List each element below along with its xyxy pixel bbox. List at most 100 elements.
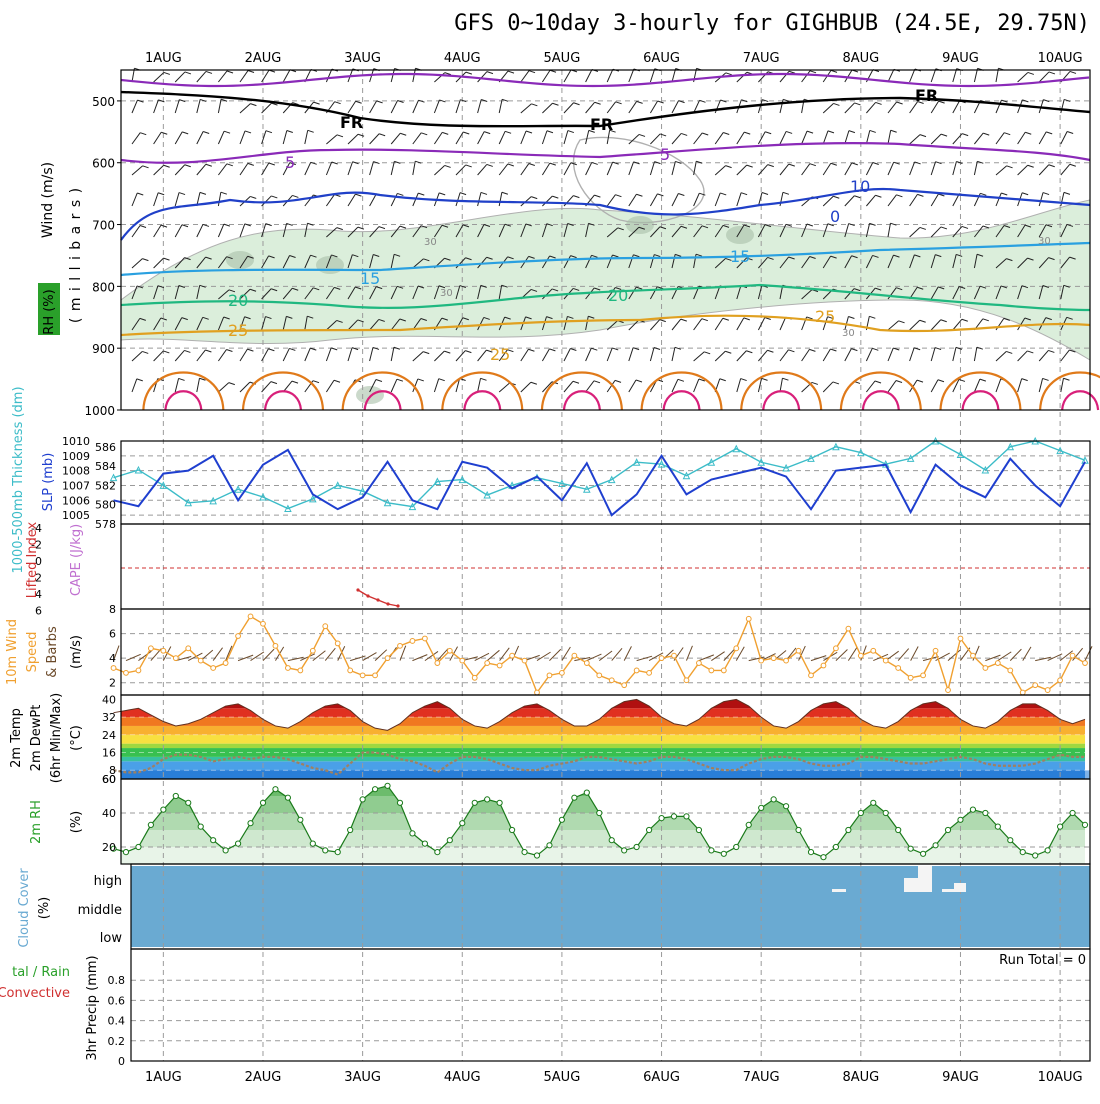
wind-speed-point bbox=[994, 660, 1001, 666]
wind-barb-flag bbox=[265, 130, 273, 134]
wind-barb bbox=[304, 162, 312, 176]
wind-barb-flag bbox=[657, 193, 664, 197]
wind-barb bbox=[779, 192, 784, 207]
wind-speed-point bbox=[284, 665, 291, 671]
wind-barb bbox=[779, 256, 790, 269]
temp-tick: 40 bbox=[102, 693, 116, 706]
wind-barb bbox=[952, 254, 957, 269]
wind-barb bbox=[520, 163, 530, 176]
wind-barb bbox=[909, 194, 918, 207]
date-label-top: 8AUG bbox=[842, 51, 879, 66]
temp-contour-30 bbox=[241, 371, 325, 411]
wind-barb bbox=[477, 131, 485, 145]
wind-barb-flag bbox=[417, 285, 425, 289]
wind-barb bbox=[217, 99, 222, 114]
wind-barb bbox=[693, 351, 705, 362]
rh-point bbox=[920, 850, 927, 857]
wind-barb-flag bbox=[788, 256, 795, 260]
wind-barb-flag bbox=[549, 162, 556, 166]
wind-barb-flag bbox=[594, 101, 601, 105]
wind-barb bbox=[628, 226, 640, 238]
wind-barb-flag bbox=[462, 317, 469, 321]
wind-barb-flag bbox=[286, 315, 293, 319]
pressure-tick: 700 bbox=[92, 219, 115, 233]
wind-barb bbox=[520, 70, 530, 83]
rh-point bbox=[670, 813, 678, 820]
surface-wind-barb bbox=[835, 649, 848, 661]
wind-barb-flag bbox=[609, 129, 616, 133]
wind10-units-label: (m/s) bbox=[69, 635, 84, 669]
wind-barb bbox=[563, 223, 569, 238]
wind-barb bbox=[606, 320, 618, 331]
wind-barb-flag bbox=[1025, 131, 1032, 135]
li-point bbox=[396, 604, 400, 608]
wind-barb-flag bbox=[142, 165, 149, 169]
wind-barb-flag bbox=[530, 381, 538, 385]
wind-barb bbox=[347, 100, 357, 114]
wind-barb-flag bbox=[439, 192, 446, 196]
wind-barb bbox=[1017, 350, 1028, 362]
wind-barb-flag bbox=[400, 132, 407, 136]
wind-barb-flag bbox=[417, 378, 424, 382]
wind-barb-flag bbox=[525, 130, 533, 134]
wind-barb-flag bbox=[507, 70, 515, 74]
wind-speed-point bbox=[633, 667, 640, 674]
wind-barb bbox=[542, 102, 553, 114]
rh-point bbox=[446, 837, 453, 844]
wind-barb-flag bbox=[552, 195, 559, 199]
wind-barb-flag bbox=[617, 227, 624, 231]
date-label-top: 10AUG bbox=[1038, 51, 1083, 66]
surface-wind-barb bbox=[113, 645, 120, 661]
wind-barb bbox=[628, 68, 635, 83]
wind-speed-point bbox=[945, 687, 951, 693]
wind-barb bbox=[844, 288, 855, 300]
wind-barb-flag bbox=[439, 99, 446, 103]
wind-barb bbox=[822, 223, 829, 238]
wind-barb-flag bbox=[483, 224, 491, 228]
surface-wind-barb bbox=[611, 648, 623, 661]
wind-barb-flag bbox=[740, 378, 747, 382]
surface-wind-barb bbox=[598, 650, 613, 661]
temp-cold-band bbox=[121, 770, 1090, 779]
wind-barb-flag bbox=[848, 316, 855, 319]
wind-barb bbox=[952, 318, 963, 331]
wind-barb bbox=[261, 348, 269, 362]
wind-barb-flag bbox=[977, 160, 984, 164]
thickness-point bbox=[1056, 446, 1064, 455]
wind-barb-flag bbox=[199, 191, 207, 195]
wind-barb-flag bbox=[848, 130, 856, 134]
contour-label-t25: 25 bbox=[228, 321, 248, 340]
wind-speed-point bbox=[683, 677, 690, 684]
wind-barb-flag bbox=[250, 103, 257, 107]
wind-barb bbox=[606, 161, 614, 176]
rh-point bbox=[782, 803, 790, 810]
wind-speed-point bbox=[484, 660, 491, 666]
wind-barb-flag bbox=[1048, 71, 1056, 75]
wind-barb bbox=[1060, 285, 1065, 300]
wind-barb bbox=[347, 319, 359, 331]
wind-barb-flag bbox=[1048, 164, 1055, 168]
rh-point bbox=[396, 799, 404, 806]
wind-barb bbox=[866, 194, 876, 207]
wind-barb-flag bbox=[331, 161, 338, 165]
wind-speed-point bbox=[696, 660, 702, 666]
wind-barb-flag bbox=[178, 377, 185, 381]
wind-barb-flag bbox=[307, 129, 314, 133]
wind-speed-point bbox=[907, 674, 914, 681]
wind-barb bbox=[844, 255, 853, 269]
wind-barb-flag bbox=[1042, 285, 1049, 288]
wind-speed-point bbox=[1069, 652, 1076, 659]
wind-barb-flag bbox=[830, 255, 837, 259]
wind-barb-flag bbox=[355, 286, 362, 290]
contour-label-t25: 25 bbox=[815, 307, 835, 326]
wind-speed-point bbox=[720, 667, 727, 674]
wind-speed-point bbox=[409, 638, 416, 644]
wind-barb-flag bbox=[782, 98, 790, 102]
wind-barb bbox=[498, 349, 508, 362]
wind-barb-flag bbox=[938, 100, 945, 104]
wind-barb bbox=[1060, 163, 1071, 176]
wind-barb-flag bbox=[811, 381, 818, 385]
thickness-point bbox=[284, 504, 292, 513]
wind-barb bbox=[649, 100, 659, 114]
wind-barb-flag bbox=[935, 161, 942, 165]
